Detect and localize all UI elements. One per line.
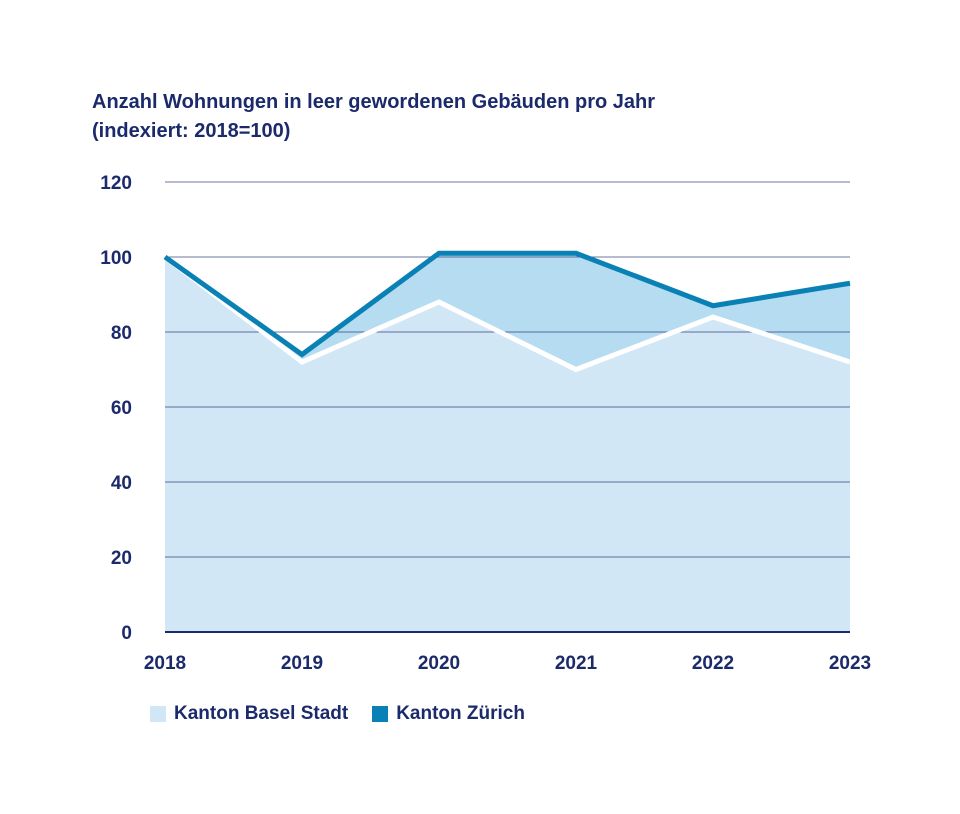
x-tick-label-2020: 2020 [418,653,460,674]
legend-item-basel: Kanton Basel Stadt [150,703,348,725]
legend-swatch-zurich [372,706,389,722]
line-zurich [163,250,851,358]
x-tick-label-2021: 2021 [555,653,598,674]
chart-title-line-2: (indexiert: 2018=100) [92,120,291,142]
chart-title-line-1: Anzahl Wohnungen in leer gewordenen Gebä… [92,91,656,113]
y-tick-label-60: 60 [111,398,132,419]
x-tick-label-2018: 2018 [144,653,186,674]
legend-item-zurich: Kanton Zürich [372,703,525,725]
area-basel [165,257,850,632]
line-basel [163,255,851,373]
legend-label-zurich: Kanton Zürich [396,703,525,724]
legend-label-basel: Kanton Basel Stadt [174,703,349,724]
legend: Kanton Basel Stadt Kanton Zürich [150,703,549,725]
y-tick-label-0: 0 [121,623,132,644]
y-tick-label-80: 80 [111,323,132,344]
x-tick-label-2023: 2023 [829,653,871,674]
legend-swatch-basel [150,706,166,722]
x-tick-label-2022: 2022 [692,653,734,674]
y-tick-label-20: 20 [111,548,132,569]
y-tick-label-100: 100 [100,248,132,269]
x-tick-label-2019: 2019 [281,653,323,674]
y-tick-label-120: 120 [100,173,132,194]
y-tick-label-40: 40 [111,473,132,494]
chart-title: Anzahl Wohnungen in leer gewordenen Gebä… [92,88,655,146]
